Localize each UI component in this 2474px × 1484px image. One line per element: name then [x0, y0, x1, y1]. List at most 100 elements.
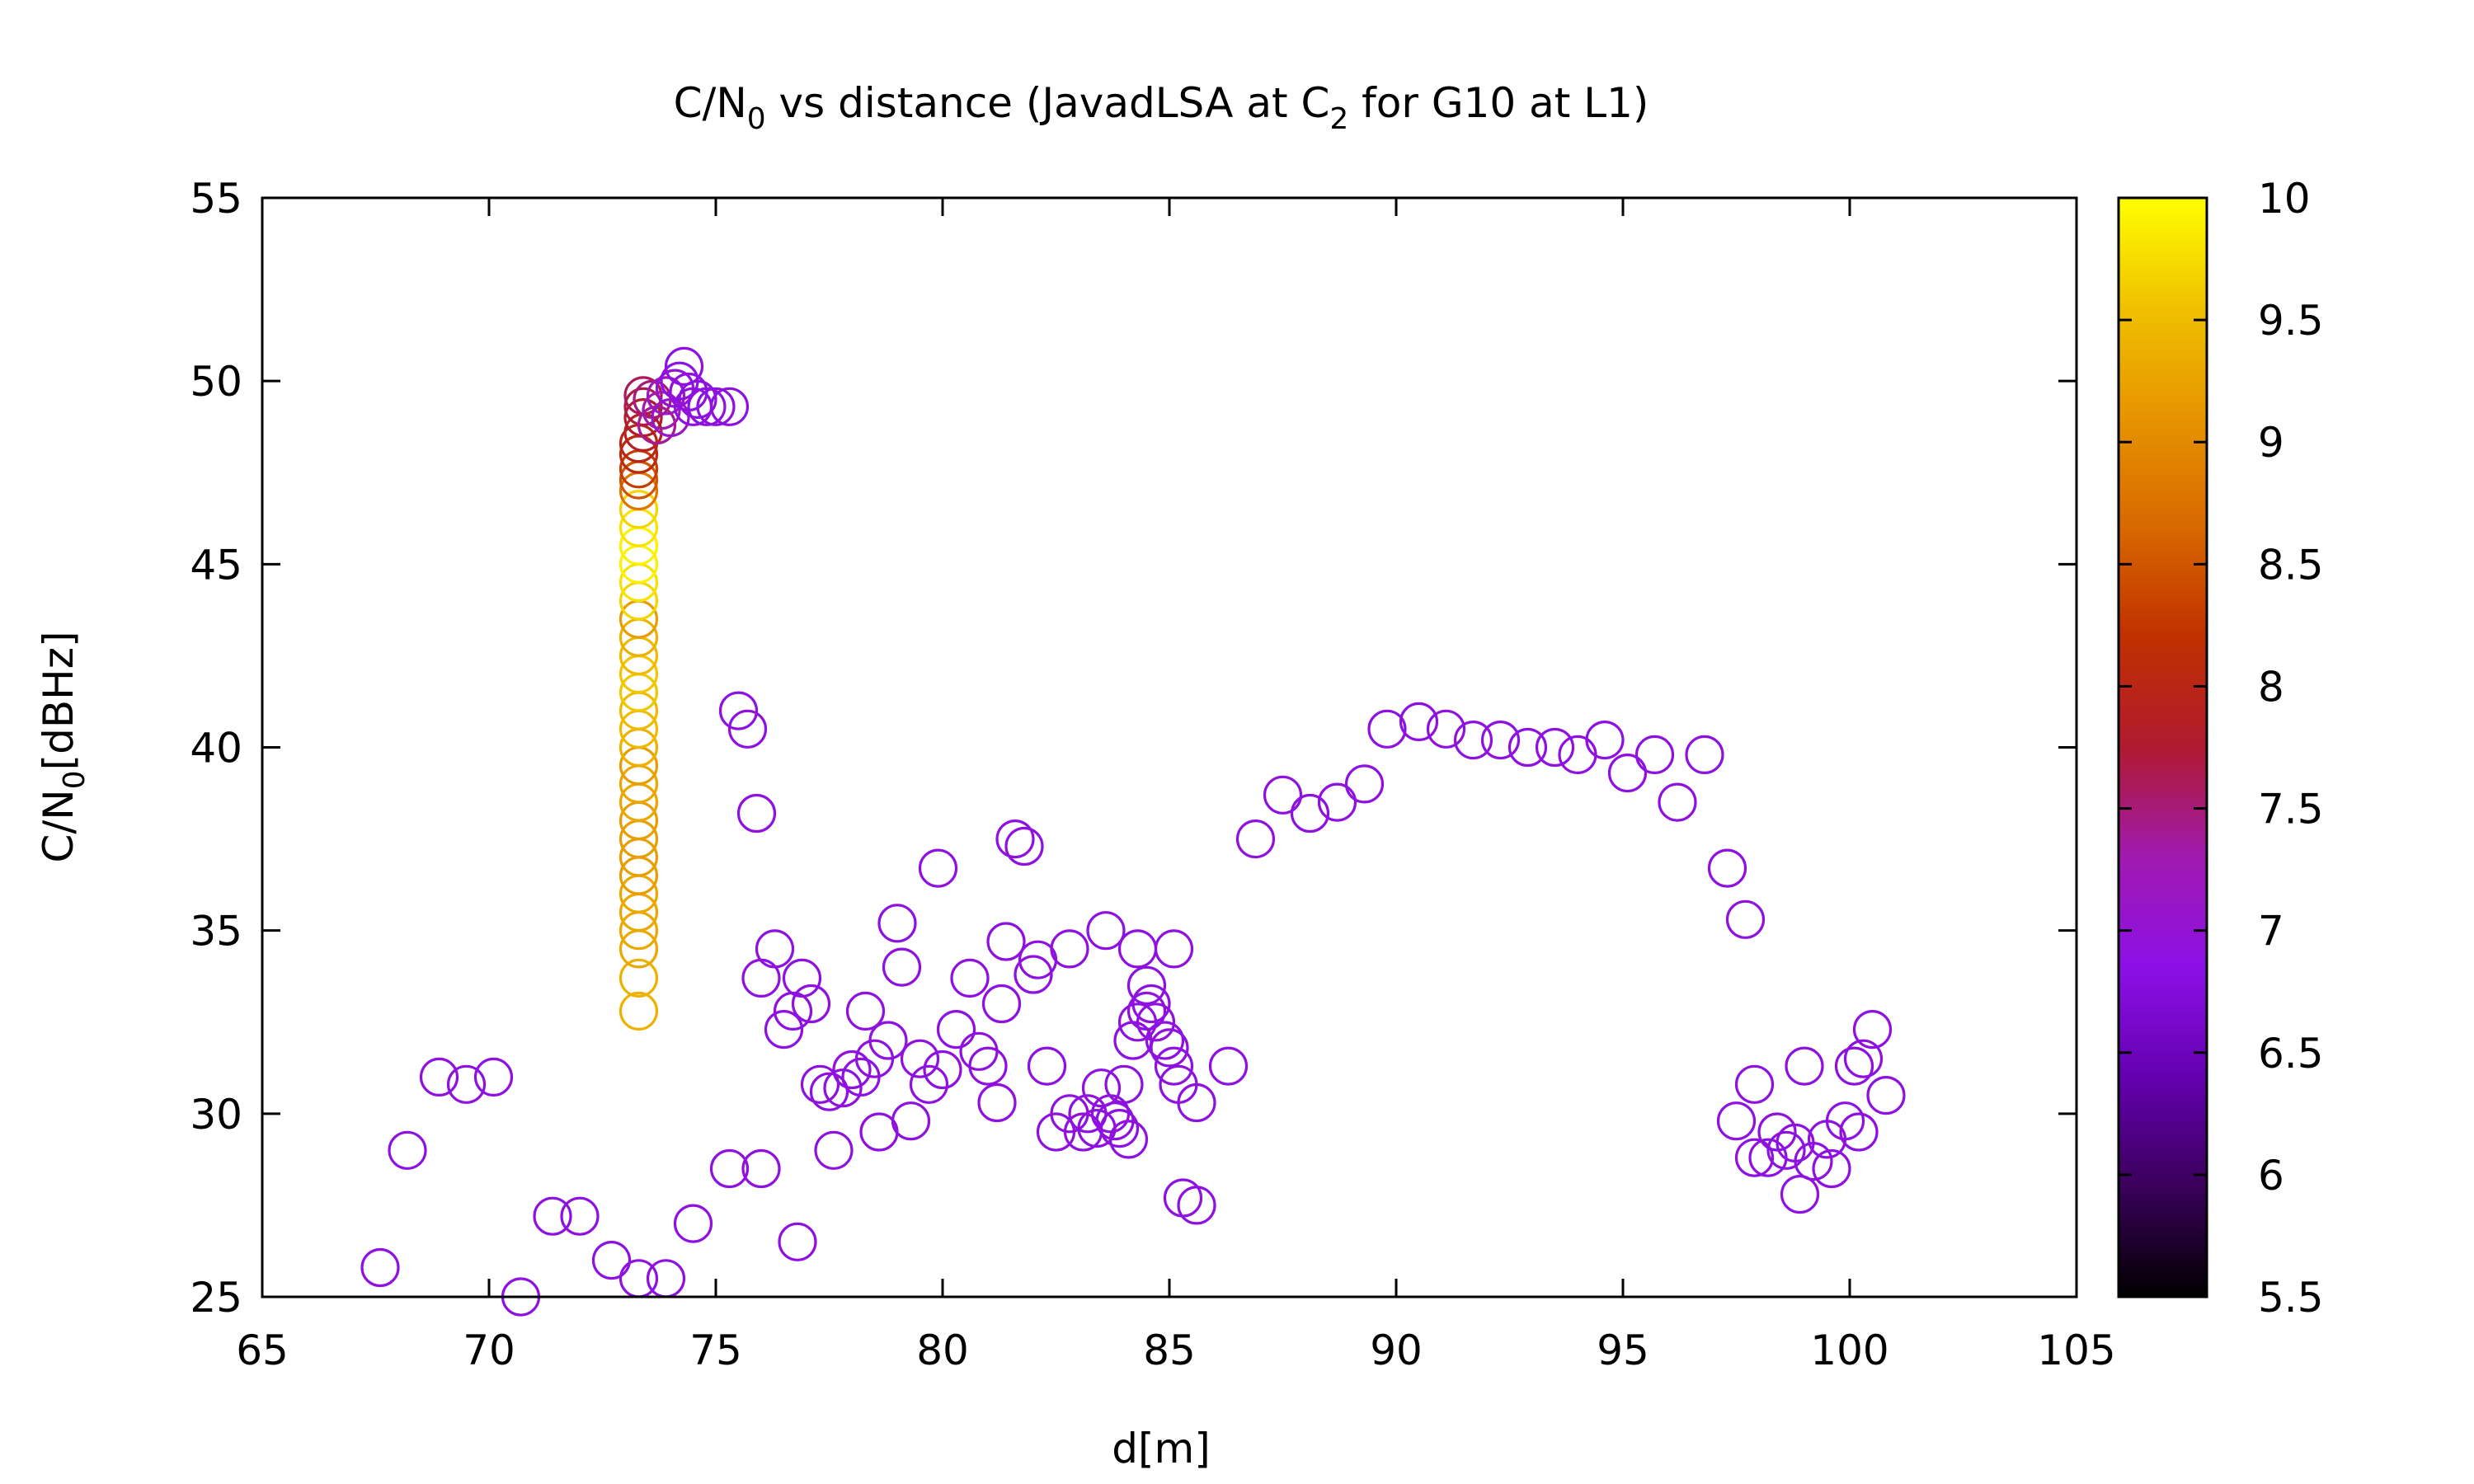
colorbar-tick-label: 10 — [2258, 175, 2311, 223]
data-point — [791, 984, 831, 1024]
data-point — [1290, 793, 1330, 834]
data-point — [618, 490, 659, 529]
data-point — [1367, 709, 1407, 749]
data-point — [560, 1196, 600, 1236]
data-point — [1004, 826, 1044, 866]
data-point — [1163, 1178, 1203, 1218]
x-tick-label: 70 — [463, 1327, 515, 1374]
data-point — [1757, 1112, 1797, 1152]
data-point — [1707, 848, 1747, 888]
data-point — [755, 929, 795, 969]
y-tick-label: 50 — [190, 358, 242, 406]
colorbar-tick-label: 5.5 — [2258, 1274, 2324, 1322]
colorbar-tick-label: 8 — [2258, 663, 2284, 711]
x-tick-label: 75 — [689, 1327, 742, 1374]
data-points — [360, 346, 1906, 1317]
data-point — [845, 991, 886, 1031]
data-point — [995, 819, 1035, 859]
title-prefix: C/N — [674, 79, 747, 127]
data-point — [782, 958, 822, 998]
data-point — [1480, 720, 1521, 760]
data-point — [1725, 899, 1766, 939]
colorbar-tick-label: 6.5 — [2258, 1030, 2324, 1078]
data-point — [1145, 1021, 1185, 1060]
data-point — [1235, 819, 1276, 859]
data-point — [741, 958, 781, 998]
y-tick-label: 30 — [190, 1091, 242, 1139]
x-tick-label: 80 — [916, 1327, 969, 1374]
data-point — [1154, 1046, 1194, 1086]
chart-title: C/N0 vs distance (JavadLSA at C2 for G10… — [674, 79, 1649, 136]
data-point — [1866, 1075, 1906, 1115]
data-point — [1852, 1009, 1893, 1050]
y-tick-label: 35 — [190, 908, 242, 956]
y-axis-ticks: 25 30 35 40 45 50 55 — [190, 175, 2077, 1322]
data-point — [1126, 991, 1167, 1031]
data-point — [891, 1101, 931, 1141]
data-point — [809, 1072, 849, 1111]
data-point — [1825, 1101, 1865, 1141]
data-point — [936, 1009, 976, 1050]
colorbar — [2117, 196, 2208, 1298]
data-point — [764, 1009, 804, 1050]
title-suffix: for G10 at L1) — [1348, 79, 1649, 127]
colorbar-tick-label: 7 — [2258, 908, 2284, 956]
data-point — [1154, 929, 1194, 969]
data-point — [1263, 775, 1303, 815]
data-point — [1104, 1064, 1144, 1104]
data-point — [687, 387, 727, 426]
data-point — [1634, 735, 1675, 775]
data-point — [1208, 1046, 1249, 1086]
data-point — [533, 1196, 572, 1236]
data-point — [591, 1240, 632, 1280]
data-point — [814, 1130, 854, 1170]
data-point — [1839, 1112, 1879, 1152]
x-tick-label: 85 — [1143, 1327, 1196, 1374]
data-point — [1317, 782, 1357, 822]
y-tick-label: 25 — [190, 1274, 242, 1322]
data-point — [1136, 1003, 1176, 1042]
data-point — [1585, 720, 1625, 760]
data-point — [709, 1148, 750, 1189]
data-point — [709, 387, 750, 426]
data-point — [741, 1148, 781, 1189]
data-point — [651, 398, 690, 438]
data-point — [981, 984, 1022, 1024]
data-point — [1734, 1064, 1775, 1104]
data-point — [986, 922, 1026, 961]
data-point — [1685, 735, 1724, 775]
data-point — [1050, 929, 1089, 969]
data-point — [1150, 1028, 1189, 1068]
data-point — [1453, 720, 1493, 760]
x-tick-label: 95 — [1597, 1327, 1649, 1374]
data-point — [1734, 1138, 1775, 1177]
data-point — [1126, 965, 1167, 1005]
data-point — [1658, 782, 1697, 822]
data-point — [1507, 727, 1548, 768]
data-point — [646, 1259, 686, 1298]
ylabel-suffix: [dBHz] — [35, 632, 82, 771]
data-point — [678, 379, 717, 419]
colorbar-tick-label: 7.5 — [2258, 786, 2324, 834]
x-axis-label: d[m] — [1112, 1425, 1210, 1472]
data-point — [1177, 1082, 1216, 1123]
data-point — [909, 1064, 949, 1104]
y-axis-label: C/N0[dBHz] — [35, 632, 92, 863]
data-point — [1027, 1046, 1067, 1086]
data-point — [868, 1021, 908, 1060]
data-point — [1014, 955, 1053, 994]
colorbar-tick-label: 9 — [2258, 419, 2284, 467]
data-point — [1794, 1141, 1833, 1181]
y-tick-label: 55 — [190, 175, 242, 223]
data-point — [1812, 1148, 1851, 1189]
data-point — [664, 346, 704, 386]
data-point — [1177, 1186, 1216, 1225]
data-point — [618, 958, 659, 998]
data-point — [977, 1082, 1017, 1123]
data-point — [646, 376, 686, 416]
data-point — [1535, 727, 1575, 768]
data-point — [950, 958, 990, 998]
data-point — [778, 1222, 817, 1261]
data-point — [900, 1039, 940, 1078]
data-point — [1780, 1174, 1820, 1214]
